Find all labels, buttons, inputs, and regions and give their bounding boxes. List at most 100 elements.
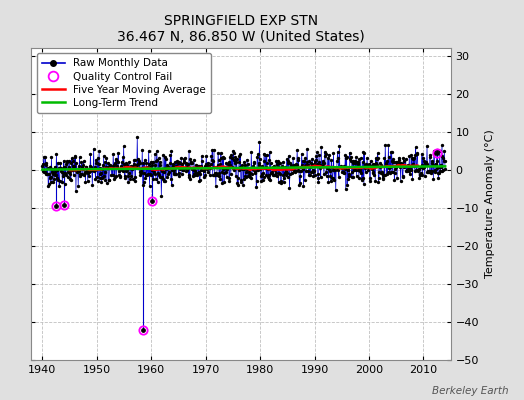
- Y-axis label: Temperature Anomaly (°C): Temperature Anomaly (°C): [485, 130, 495, 278]
- Point: [259, 174, 268, 180]
- Point: [41, 160, 50, 166]
- Point: [260, 157, 269, 164]
- Point: [159, 152, 167, 158]
- Point: [166, 160, 174, 166]
- Point: [238, 162, 246, 168]
- Point: [193, 163, 202, 170]
- Point: [256, 155, 264, 162]
- Point: [275, 160, 283, 166]
- Point: [111, 160, 119, 167]
- Point: [115, 173, 124, 180]
- Point: [294, 167, 302, 174]
- Point: [421, 160, 429, 166]
- Point: [67, 176, 75, 182]
- Point: [99, 162, 107, 168]
- Point: [105, 162, 114, 168]
- Point: [179, 156, 188, 162]
- Point: [428, 158, 436, 164]
- Point: [416, 172, 424, 178]
- Point: [198, 153, 206, 159]
- Point: [291, 161, 300, 168]
- Point: [83, 178, 92, 184]
- Point: [345, 173, 354, 180]
- Point: [353, 159, 362, 165]
- Point: [233, 156, 241, 162]
- Point: [89, 166, 97, 172]
- Point: [220, 170, 228, 176]
- Point: [223, 174, 231, 180]
- Point: [108, 164, 116, 170]
- Point: [40, 168, 49, 175]
- Point: [235, 152, 244, 159]
- Point: [83, 166, 91, 172]
- Point: [312, 157, 320, 163]
- Point: [70, 172, 78, 178]
- Point: [295, 182, 303, 188]
- Point: [269, 172, 278, 178]
- Point: [84, 169, 93, 176]
- Point: [370, 172, 378, 178]
- Point: [164, 170, 172, 177]
- Point: [392, 162, 401, 168]
- Point: [175, 170, 183, 176]
- Point: [248, 163, 257, 170]
- Point: [346, 156, 354, 162]
- Point: [102, 155, 111, 162]
- Point: [331, 166, 339, 172]
- Point: [242, 169, 250, 176]
- Point: [267, 170, 276, 176]
- Point: [98, 175, 106, 181]
- Point: [126, 176, 134, 183]
- Point: [400, 163, 409, 170]
- Point: [368, 164, 376, 170]
- Point: [277, 178, 286, 184]
- Point: [297, 164, 305, 171]
- Point: [42, 170, 50, 177]
- Point: [333, 158, 341, 165]
- Point: [131, 177, 139, 184]
- Point: [287, 166, 295, 172]
- Point: [311, 158, 319, 164]
- Point: [114, 159, 122, 166]
- Point: [302, 159, 311, 166]
- Point: [398, 161, 406, 168]
- Point: [403, 167, 411, 174]
- Point: [343, 167, 352, 173]
- Point: [402, 168, 410, 174]
- Point: [389, 158, 397, 165]
- Point: [118, 154, 127, 160]
- Point: [103, 164, 112, 171]
- Point: [249, 167, 258, 173]
- Point: [323, 165, 331, 172]
- Point: [351, 158, 359, 164]
- Point: [44, 182, 52, 189]
- Point: [68, 155, 76, 161]
- Point: [439, 167, 447, 174]
- Point: [330, 177, 339, 183]
- Point: [250, 169, 259, 176]
- Point: [112, 173, 121, 179]
- Point: [148, 158, 157, 165]
- Point: [281, 170, 289, 176]
- Point: [60, 164, 68, 170]
- Point: [70, 154, 79, 160]
- Point: [136, 172, 145, 179]
- Point: [387, 149, 395, 155]
- Point: [413, 150, 422, 156]
- Point: [310, 161, 319, 168]
- Point: [132, 162, 140, 168]
- Point: [409, 161, 417, 168]
- Point: [362, 168, 370, 175]
- Point: [331, 166, 340, 173]
- Point: [323, 164, 332, 170]
- Point: [253, 178, 261, 184]
- Point: [286, 160, 294, 166]
- Point: [181, 154, 189, 161]
- Point: [221, 165, 229, 171]
- Point: [357, 170, 365, 176]
- Point: [169, 160, 177, 167]
- Point: [294, 154, 303, 161]
- Point: [321, 153, 330, 159]
- Point: [114, 150, 123, 156]
- Point: [360, 150, 368, 156]
